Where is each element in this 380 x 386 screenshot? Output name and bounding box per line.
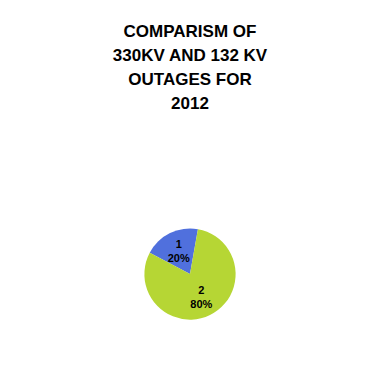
- svg-text:OUTAGES FOR: OUTAGES FOR: [128, 70, 251, 89]
- svg-text:1: 1: [176, 238, 182, 250]
- svg-text:COMPARISM OF: COMPARISM OF: [124, 22, 257, 41]
- svg-text:330KV AND 132 KV: 330KV AND 132 KV: [113, 46, 268, 65]
- svg-text:2: 2: [198, 284, 204, 296]
- svg-text:80%: 80%: [190, 298, 212, 310]
- svg-text:20%: 20%: [168, 252, 190, 264]
- svg-text:2012: 2012: [171, 94, 209, 113]
